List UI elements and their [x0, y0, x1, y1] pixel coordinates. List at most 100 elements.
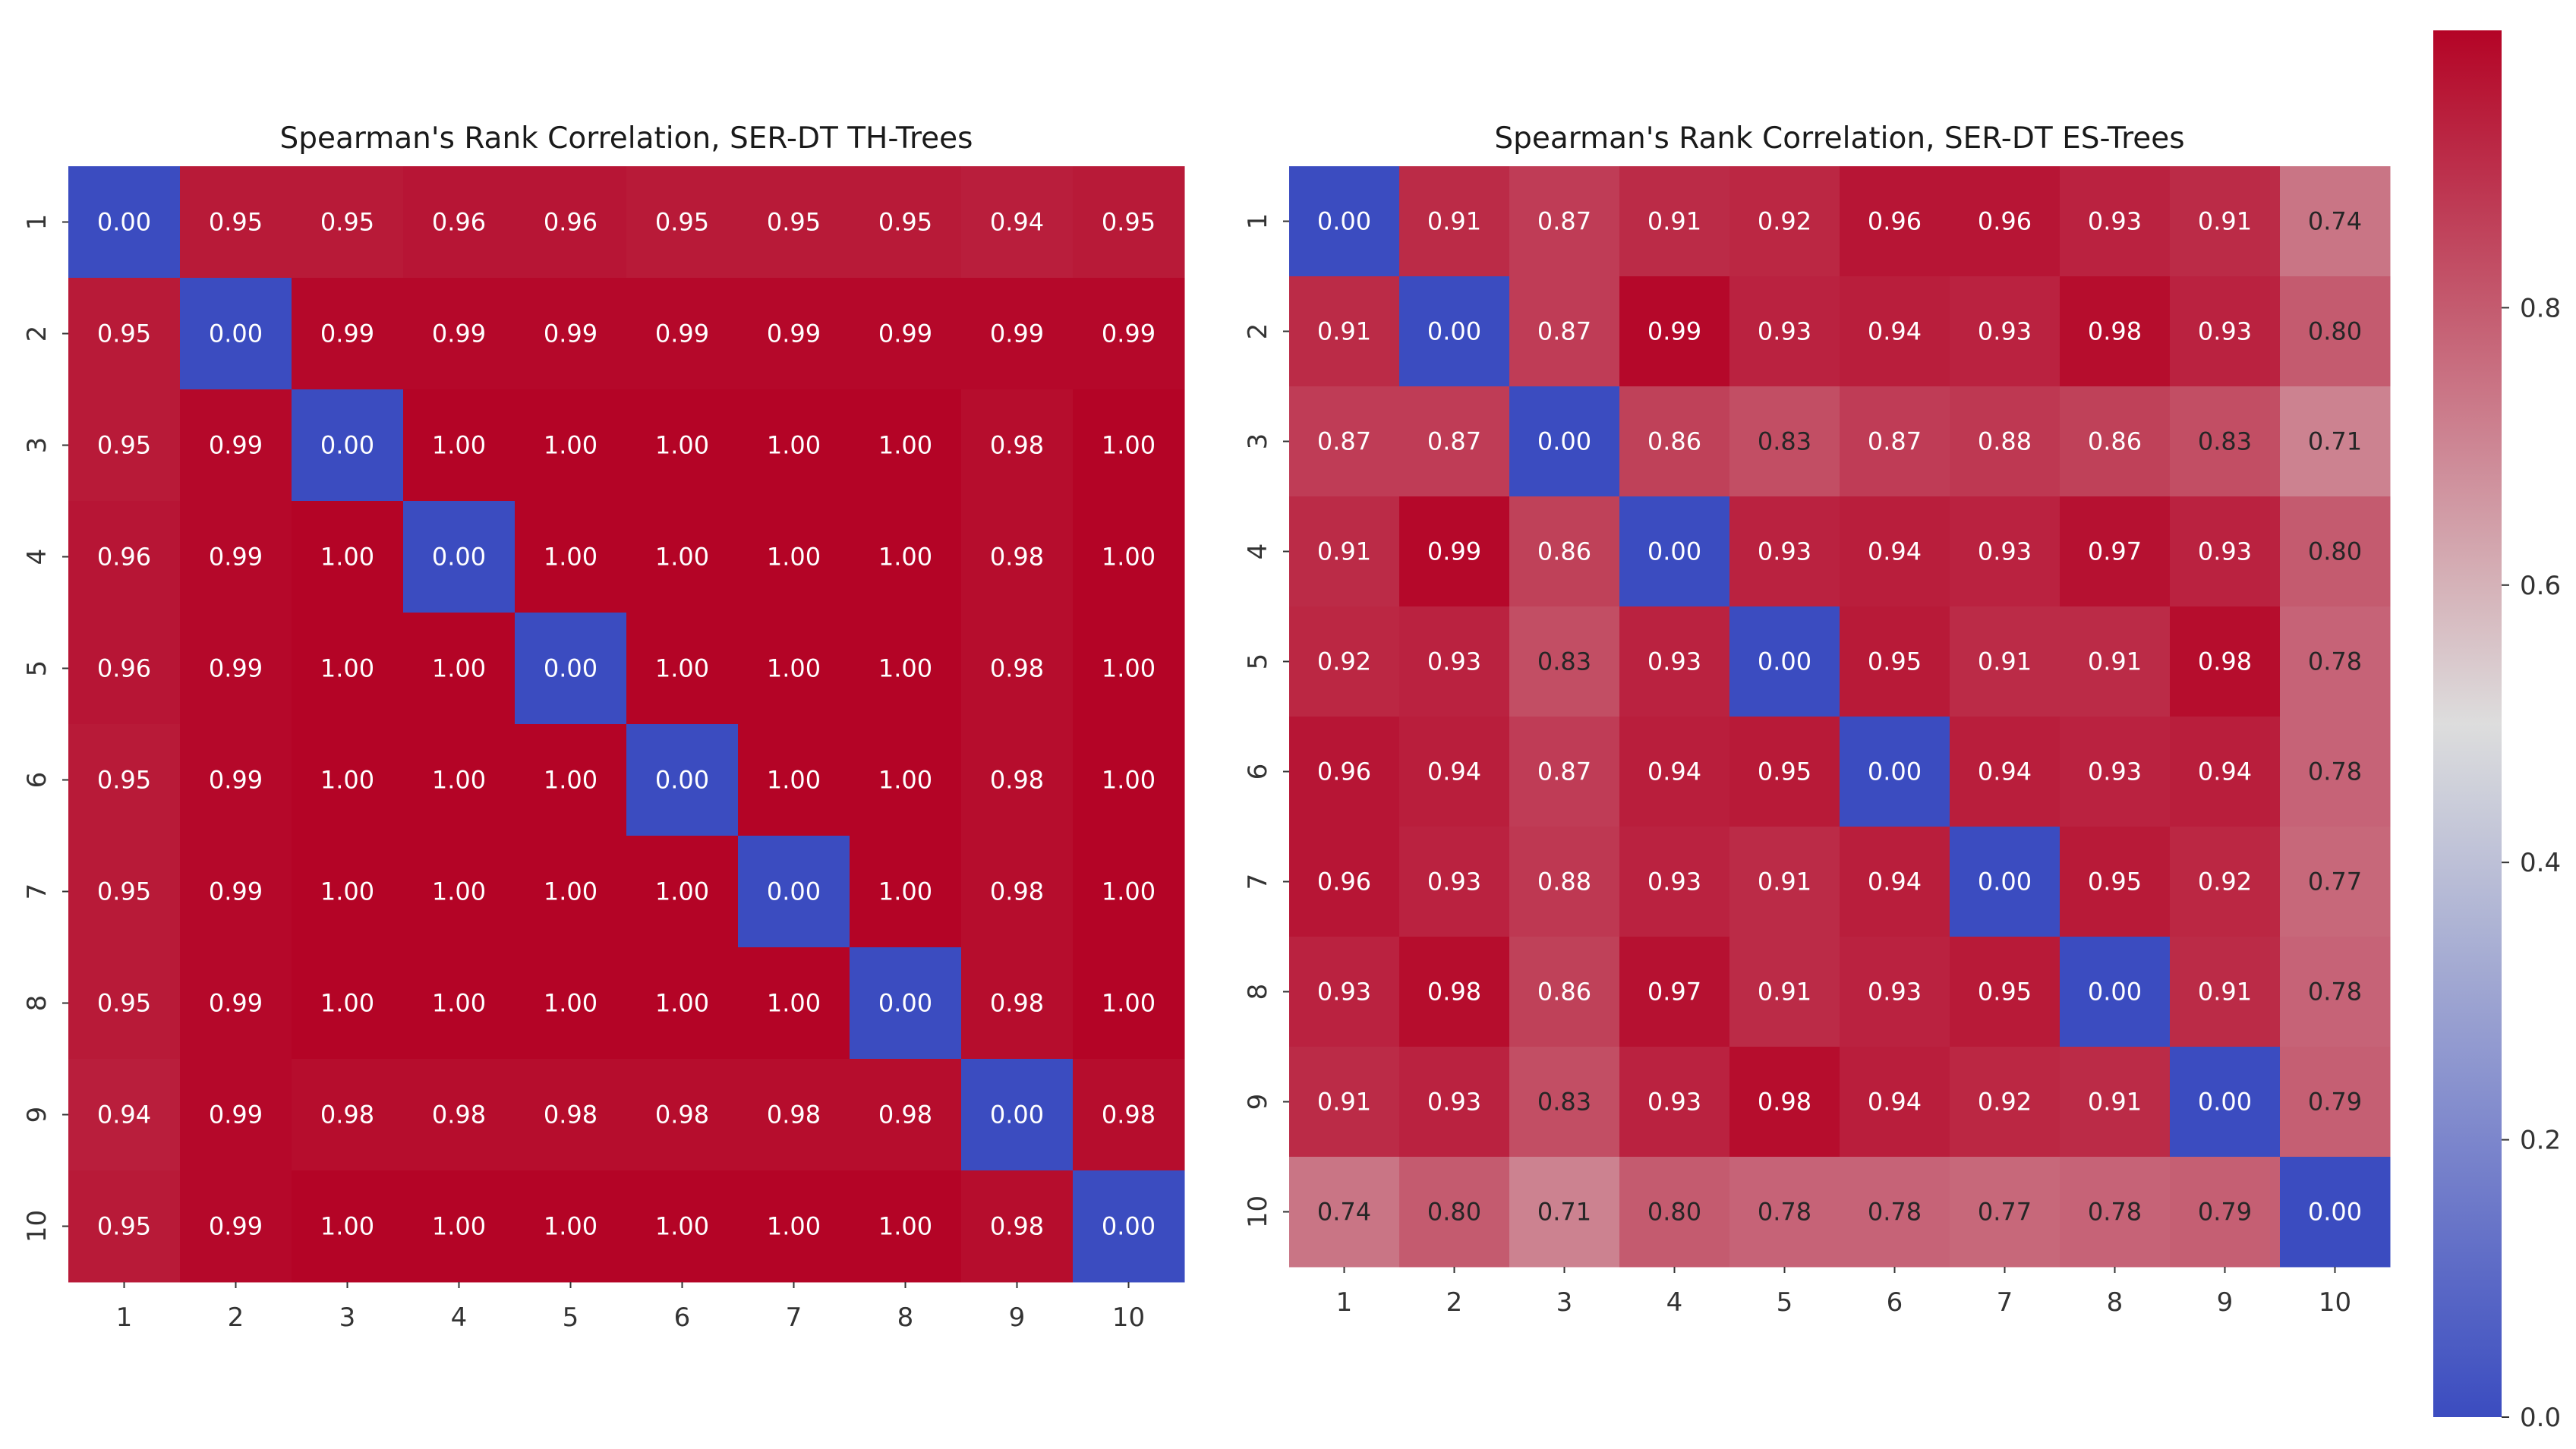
x-tick-label: 3 [1556, 1287, 1573, 1318]
heatmap-cell [180, 501, 292, 613]
heatmap-cell [68, 501, 181, 613]
y-tick-label: 6 [22, 772, 52, 789]
cell-label: 0.00 [1317, 207, 1371, 236]
cell-label: 0.91 [2198, 978, 2252, 1006]
cell-label: 0.80 [2308, 317, 2362, 346]
heatmap-cell [1950, 1157, 2060, 1268]
heatmap-cell [1399, 717, 1510, 827]
heatmap-cell [515, 836, 627, 948]
cell-label: 0.94 [1868, 868, 1922, 896]
heatmap-cell [738, 1170, 850, 1283]
colorbar: 0.0 0.2 0.4 0.6 0.8 [2433, 30, 2561, 1433]
y-tick-label: 5 [1243, 654, 1273, 670]
cell-label: 0.87 [1317, 427, 1371, 456]
chart-title: Spearman's Rank Correlation, SER-DT TH-T… [280, 121, 973, 156]
x-tick-label: 8 [897, 1303, 914, 1333]
heatmap-cell [2060, 937, 2171, 1047]
y-tick-label: 6 [1243, 764, 1273, 780]
cell-label: 0.99 [1102, 320, 1156, 348]
heatmap-cell [515, 947, 627, 1060]
colorbar-tick-label: 0.0 [2520, 1403, 2561, 1433]
cell-label: 1.00 [878, 1212, 932, 1241]
heatmap-cell [2060, 1157, 2171, 1268]
heatmap-cell [180, 836, 292, 948]
heatmap-cell [1289, 606, 1400, 717]
heatmap-cell [1619, 166, 1730, 277]
heatmap-cell [68, 389, 181, 502]
cell-label: 0.99 [1647, 317, 1701, 346]
x-tick-label: 4 [1666, 1287, 1683, 1318]
cell-label: 0.93 [1758, 537, 1811, 566]
heatmap-cell [1729, 386, 1840, 497]
heatmap-cell [2280, 386, 2391, 497]
cell-label: 1.00 [767, 1212, 821, 1241]
cell-label: 0.00 [209, 320, 263, 348]
heatmap-cell [1950, 386, 2060, 497]
cell-label: 1.00 [544, 543, 597, 572]
heatmap-cell [1509, 496, 1620, 607]
cell-label: 0.91 [1317, 317, 1371, 346]
cell-label: 0.94 [1647, 758, 1701, 786]
cell-label: 1.00 [878, 877, 932, 906]
cell-label: 1.00 [432, 877, 486, 906]
heatmap-cell [2060, 827, 2171, 937]
heatmap-cell [1619, 386, 1730, 497]
heatmap-cell [961, 166, 1074, 279]
heatmap-cell [1840, 386, 1950, 497]
cell-label: 0.80 [2308, 537, 2362, 566]
cell-label: 0.95 [97, 1212, 151, 1241]
heatmap-cell [180, 389, 292, 502]
y-tick-label: 1 [1243, 213, 1273, 230]
cell-label: 0.00 [544, 654, 597, 683]
cell-label: 1.00 [432, 766, 486, 795]
cell-label: 0.95 [209, 208, 263, 237]
heatmap-cell [1950, 276, 2060, 387]
cell-label: 0.98 [655, 1101, 709, 1129]
heatmap-cell [403, 613, 516, 725]
heatmap-cell [515, 1059, 627, 1171]
cell-label: 0.98 [878, 1101, 932, 1129]
cell-label: 0.96 [1317, 758, 1371, 786]
cell-label: 0.92 [1978, 1088, 2032, 1117]
heatmap-cell [1399, 276, 1510, 387]
cell-label: 0.83 [1537, 647, 1591, 676]
heatmap-cell [1289, 166, 1400, 277]
heatmap-cell [850, 613, 962, 725]
heatmap-cell [850, 278, 962, 390]
cell-label: 0.00 [1102, 1212, 1156, 1241]
cell-label: 1.00 [1102, 766, 1156, 795]
heatmap-cell [2170, 606, 2281, 717]
y-tick-label: 10 [1243, 1195, 1273, 1228]
y-tick-label: 9 [22, 1107, 52, 1123]
heatmap-cell [626, 166, 739, 279]
cell-label: 0.91 [1427, 207, 1481, 236]
heatmap-cell [1509, 1047, 1620, 1158]
heatmap-cell [1840, 606, 1950, 717]
heatmap-cell [2170, 386, 2281, 497]
x-tick-label: 4 [451, 1303, 468, 1333]
heatmap-cell [1619, 1047, 1730, 1158]
cell-label: 0.95 [2088, 868, 2142, 896]
cell-label: 1.00 [432, 989, 486, 1018]
cell-label: 0.98 [767, 1101, 821, 1129]
cell-label: 0.94 [1868, 1088, 1922, 1117]
x-tick-label: 10 [1112, 1303, 1145, 1333]
cell-label: 0.98 [1427, 978, 1481, 1006]
heatmap-panel-th-trees: Spearman's Rank Correlation, SER-DT TH-T… [22, 121, 1185, 1333]
cell-label: 0.94 [1978, 758, 2032, 786]
cell-label: 1.00 [878, 543, 932, 572]
heatmap-cell [515, 166, 627, 279]
heatmap-cell [2280, 606, 2391, 717]
heatmap-cell [1073, 278, 1185, 390]
cell-label: 1.00 [432, 431, 486, 460]
heatmap-cell [515, 501, 627, 613]
cell-label: 0.86 [1647, 427, 1701, 456]
x-tick-label: 1 [1336, 1287, 1353, 1318]
cell-label: 0.83 [2198, 427, 2252, 456]
heatmap-cell [403, 1059, 516, 1171]
cell-label: 0.87 [1537, 317, 1591, 346]
cell-label: 0.99 [209, 989, 263, 1018]
cell-label: 1.00 [655, 431, 709, 460]
heatmap-cell [626, 836, 739, 948]
